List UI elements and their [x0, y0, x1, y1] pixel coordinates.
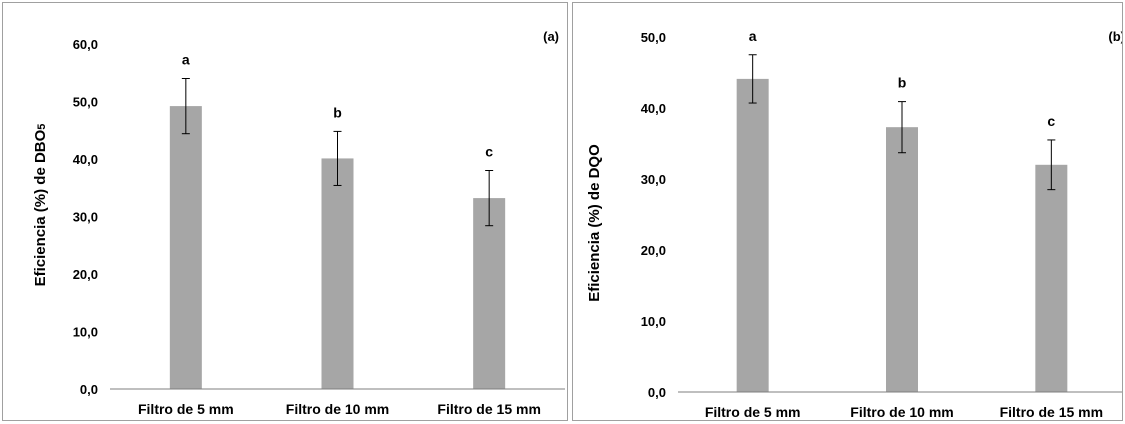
chart-a-y-tick-label: 40,0	[73, 152, 98, 167]
chart-a-y-tick-label: 30,0	[73, 210, 98, 225]
chart-a-y-axis-label: Eficiencia (%) de DBO5	[32, 124, 49, 287]
chart-a-bar	[321, 158, 354, 389]
chart-a-y-tick-label: 50,0	[73, 95, 98, 110]
chart-b-bar	[736, 78, 769, 392]
chart-a-x-tick-label: Filtro de 10 mm	[286, 401, 389, 417]
chart-b-y-tick-label: 50,0	[641, 30, 666, 45]
chart-a-y-axis-label-subscript: 5	[36, 124, 48, 130]
chart-b-group-letter: c	[1047, 113, 1055, 129]
chart-b-y-axis-label: Eficiencia (%) de DQO	[586, 144, 603, 302]
chart-a-group-letter: a	[182, 52, 190, 68]
chart-b-svg: (b) Eficiencia (%) de DQO 0,0 10,0 20,0 30,…	[586, 28, 1122, 420]
chart-a-group-letter: b	[333, 104, 342, 120]
chart-panel-b: (b) Eficiencia (%) de DQO 0,0 10,0 20,0 30,…	[572, 2, 1123, 421]
chart-b-bar	[886, 127, 918, 393]
chart-a-bar	[169, 106, 202, 389]
chart-b-x-tick-label: Filtro de 10 mm	[850, 404, 953, 420]
chart-a-panel-label: (a)	[543, 29, 559, 44]
chart-b-y-tick-label: 10,0	[641, 314, 666, 329]
chart-a-x-tick-label: Filtro de 5 mm	[138, 401, 234, 417]
chart-a-x-tick-label: Filtro de 15 mm	[437, 401, 540, 417]
chart-b-y-axis-label-main: Eficiencia (%) de DQO	[586, 144, 603, 302]
chart-b-x-tick-label: Filtro de 5 mm	[705, 404, 801, 420]
chart-b-group-letter: a	[749, 28, 757, 44]
chart-b-y-tick-label: 40,0	[641, 101, 666, 116]
chart-b-panel-label: (b)	[1108, 29, 1122, 44]
chart-b-y-tick-label: 0,0	[648, 385, 666, 400]
chart-a-bar	[473, 198, 506, 389]
chart-b-group-letter: b	[898, 75, 907, 91]
chart-b-x-tick-label: Filtro de 15 mm	[1000, 404, 1103, 420]
chart-a-y-tick-label: 10,0	[73, 325, 98, 340]
chart-a-group-letter: c	[485, 144, 493, 160]
chart-b-bar	[1035, 164, 1068, 392]
chart-a-y-axis-label-main: Eficiencia (%) de DBO	[32, 129, 49, 286]
chart-panel-a: (a) Eficiencia (%) de DBO5 0,0 10,0 20,0 30…	[2, 2, 568, 421]
chart-a-y-tick-label: 60,0	[73, 37, 98, 52]
chart-a-y-tick-label: 0,0	[80, 382, 98, 397]
chart-a-svg: (a) Eficiencia (%) de DBO5 0,0 10,0 20,0 30…	[32, 29, 565, 417]
chart-a-y-tick-label: 20,0	[73, 267, 98, 282]
chart-b-y-tick-label: 30,0	[641, 172, 666, 187]
chart-b-y-tick-label: 20,0	[641, 243, 666, 258]
